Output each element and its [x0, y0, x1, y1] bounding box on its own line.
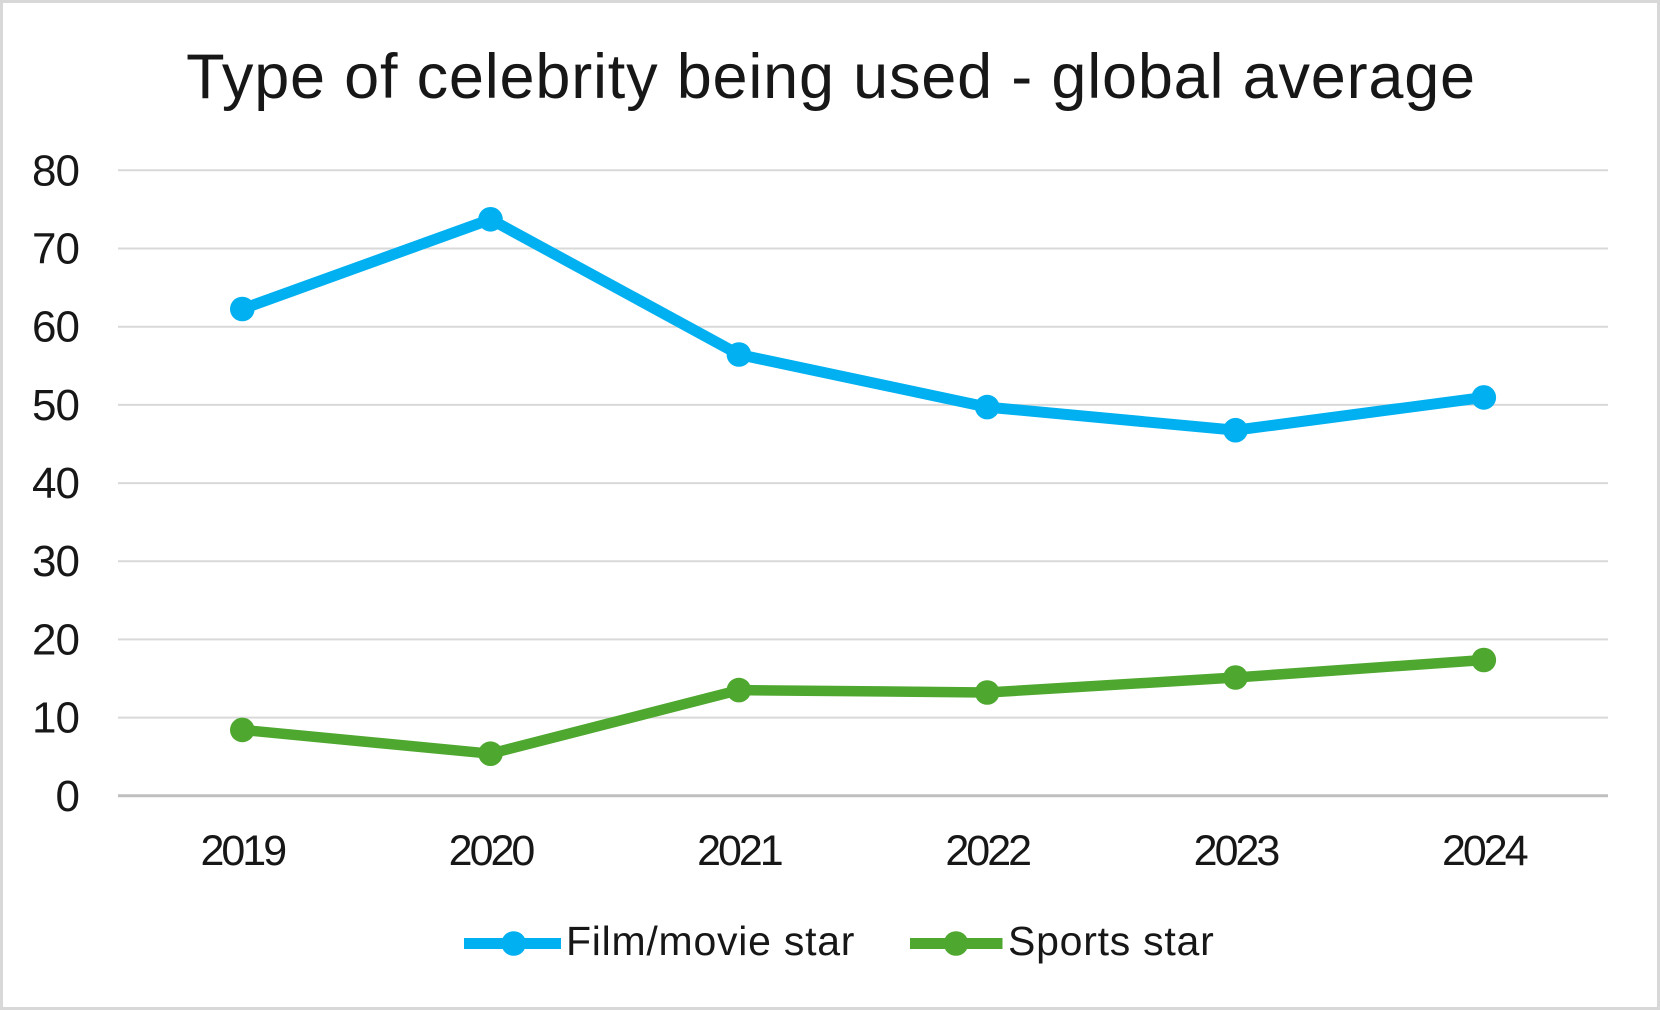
svg-text:50: 50 — [32, 381, 79, 430]
svg-text:Film/movie star: Film/movie star — [566, 918, 855, 964]
svg-text:70: 70 — [32, 225, 79, 274]
svg-text:20: 20 — [32, 615, 79, 664]
svg-text:80: 80 — [32, 146, 79, 195]
svg-text:0: 0 — [56, 772, 79, 821]
svg-text:2019: 2019 — [200, 827, 285, 875]
svg-text:30: 30 — [32, 537, 79, 586]
svg-text:40: 40 — [32, 459, 79, 508]
svg-text:2020: 2020 — [449, 827, 535, 875]
svg-text:10: 10 — [32, 694, 79, 743]
svg-text:60: 60 — [32, 303, 79, 352]
svg-text:Sports star: Sports star — [1008, 918, 1214, 964]
svg-text:2021: 2021 — [697, 827, 782, 875]
svg-text:2022: 2022 — [945, 827, 1030, 875]
svg-text:Type of celebrity being used -: Type of celebrity being used - global av… — [186, 42, 1476, 112]
svg-text:2024: 2024 — [1442, 827, 1528, 875]
svg-text:2023: 2023 — [1194, 827, 1280, 875]
